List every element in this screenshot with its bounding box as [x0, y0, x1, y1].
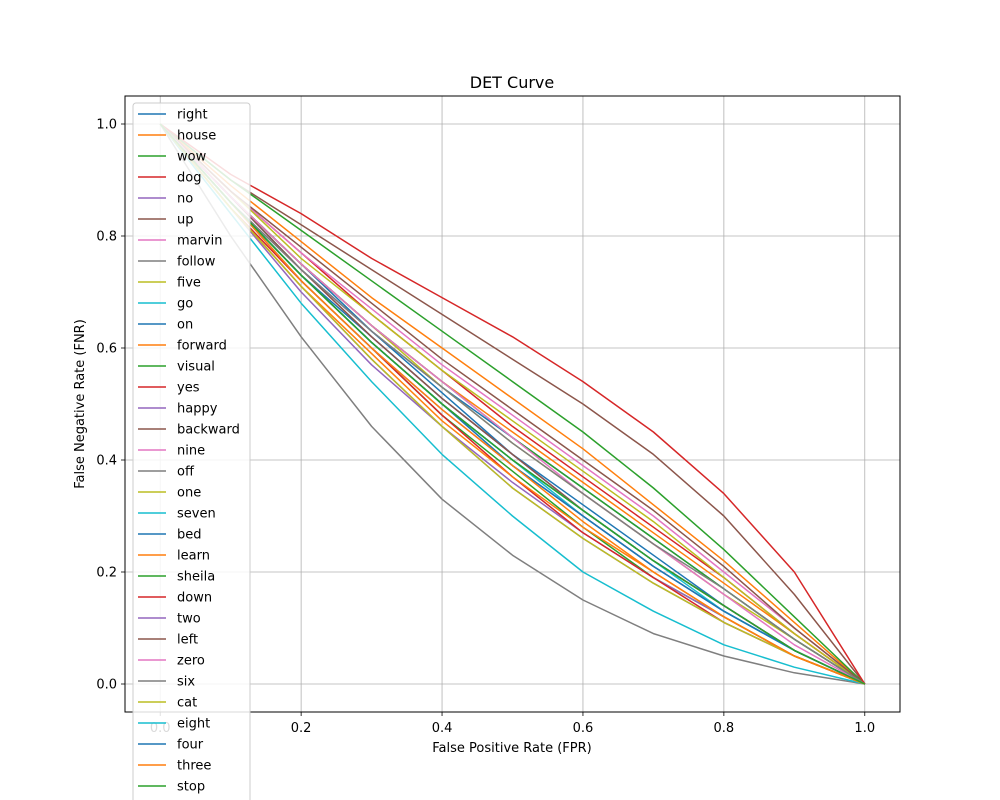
series-line-marvin [159, 123, 866, 685]
legend-label-zero: zero [177, 654, 205, 669]
legend-label-happy: happy [177, 402, 218, 417]
series-line-visual [159, 123, 866, 685]
series-lines [159, 123, 866, 685]
legend-label-three: three [177, 759, 211, 774]
series-line-off [159, 123, 865, 685]
legend-label-follow: follow [177, 255, 216, 270]
series-line-backward [159, 123, 866, 685]
legend-label-go: go [177, 297, 193, 312]
y-tick-label-3: 0.6 [96, 342, 117, 357]
series-line-up [159, 123, 866, 685]
legend-label-up: up [177, 213, 194, 228]
y-tick-label-4: 0.8 [96, 230, 117, 245]
y-tick-label-1: 0.2 [96, 566, 117, 581]
legend-label-yes: yes [177, 381, 200, 396]
legend-label-no: no [177, 192, 193, 207]
legend-label-off: off [177, 465, 195, 480]
axes-frame [124, 95, 901, 713]
legend-label-four: four [177, 738, 204, 753]
series-line-down [159, 123, 866, 685]
series-line-cat [159, 123, 866, 685]
legend-label-five: five [177, 276, 201, 291]
series-line-six [159, 123, 866, 685]
legend-label-down: down [177, 591, 212, 606]
series-line-stop [159, 123, 866, 685]
legend-label-backward: backward [177, 423, 240, 438]
legend-label-sheila: sheila [177, 570, 215, 585]
legend-label-right: right [177, 108, 208, 123]
series-line-seven [159, 123, 865, 685]
y-tick-label-5: 1.0 [96, 118, 117, 133]
legend-label-cat: cat [177, 696, 197, 711]
legend-label-dog: dog [177, 171, 201, 186]
legend-label-stop: stop [177, 780, 205, 795]
series-line-five [159, 123, 866, 685]
x-tick-label-1: 0.2 [291, 721, 312, 736]
legend-label-forward: forward [177, 339, 227, 354]
legend-label-one: one [177, 486, 201, 501]
legend-label-bed: bed [177, 528, 202, 543]
series-line-zero [159, 123, 866, 685]
x-tick-label-5: 1.0 [854, 721, 875, 736]
legend-label-seven: seven [177, 507, 216, 522]
legend-label-on: on [177, 318, 193, 333]
series-line-three [159, 123, 866, 685]
y-tick-label-0: 0.0 [96, 678, 117, 693]
legend-label-two: two [177, 612, 201, 627]
x-tick-label-3: 0.6 [573, 721, 594, 736]
x-tick-label-2: 0.4 [432, 721, 453, 736]
legend-label-left: left [177, 633, 198, 648]
x-axis-label: False Positive Rate (FPR) [432, 741, 591, 756]
chart-title: DET Curve [470, 73, 555, 92]
legend-box [132, 102, 251, 800]
y-axis-label: False Negative Rate (FNR) [73, 319, 88, 489]
legend-label-nine: nine [177, 444, 205, 459]
legend-label-marvin: marvin [177, 234, 223, 249]
series-line-forward [159, 123, 866, 685]
legend-label-eight: eight [177, 717, 210, 732]
legend-label-visual: visual [177, 360, 215, 375]
legend: right house wow dog no up marvin follow five go on… [132, 102, 251, 800]
legend-label-wow: wow [177, 150, 207, 165]
legend-label-six: six [177, 675, 195, 690]
legend-label-house: house [177, 129, 216, 144]
x-tick-label-4: 0.8 [714, 721, 735, 736]
legend-label-learn: learn [177, 549, 210, 564]
y-tick-label-2: 0.4 [96, 454, 117, 469]
